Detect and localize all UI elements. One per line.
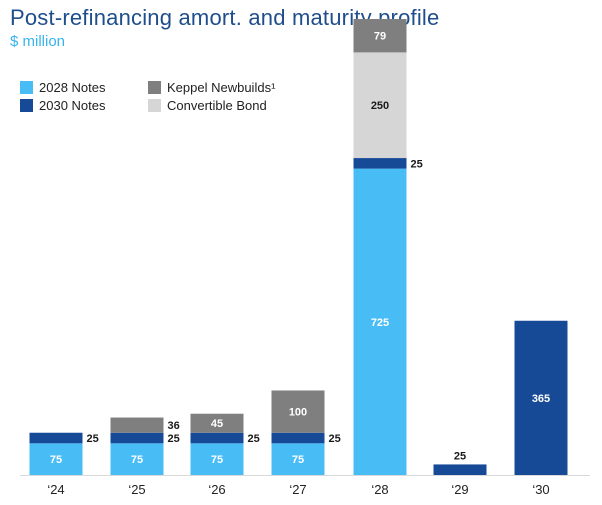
data-label: 36 <box>168 420 180 432</box>
legend-label-2030-notes: 2030 Notes <box>39 98 106 113</box>
data-label: 79 <box>374 31 386 43</box>
bar-segment-2030-notes-3 <box>271 432 325 444</box>
x-tick-label: ‘26 <box>208 482 225 497</box>
legend-swatch-convertible-bond <box>148 99 161 112</box>
bar-segment-2028-notes-4 <box>353 168 407 476</box>
legend-label-2028-notes: 2028 Notes <box>39 80 106 95</box>
bar-segment-2028-notes-0 <box>29 443 83 475</box>
data-label: 725 <box>371 317 389 329</box>
legend-label-convertible-bond: Convertible Bond <box>167 98 267 113</box>
bar-segment-2030-notes-1 <box>110 432 164 444</box>
bar-segment-2030-notes-0 <box>29 432 83 444</box>
data-label: 25 <box>168 433 180 445</box>
data-label: 25 <box>329 433 341 445</box>
x-tick-label: ‘27 <box>289 482 306 497</box>
legend-item-convertible-bond: Convertible Bond <box>148 98 267 113</box>
legend-item-2030-notes: 2030 Notes <box>20 98 106 113</box>
chart-subtitle: $ million <box>10 33 66 50</box>
data-label: 75 <box>292 454 304 466</box>
bar-segment-convertible-bond-4 <box>353 52 407 159</box>
bar-segment-2028-notes-3 <box>271 443 325 475</box>
data-label: 25 <box>248 433 260 445</box>
x-tick-label: ‘29 <box>451 482 468 497</box>
legend-swatch-2028-notes <box>20 81 33 94</box>
bar-segment-keppel-newbuilds-2 <box>190 413 244 433</box>
data-label: 100 <box>289 407 307 419</box>
legend-swatch-2030-notes <box>20 99 33 112</box>
bar-segment-keppel-newbuilds-3 <box>271 390 325 433</box>
bar-segment-2028-notes-1 <box>110 443 164 475</box>
data-label: 75 <box>50 454 62 466</box>
bar-segment-2030-notes-6 <box>514 320 568 475</box>
x-tick-label: ‘28 <box>371 482 388 497</box>
bar-segment-2030-notes-2 <box>190 432 244 444</box>
bar-segment-2028-notes-2 <box>190 443 244 475</box>
bar-segment-keppel-newbuilds-4 <box>353 19 407 53</box>
bar-segment-2030-notes-5 <box>433 464 487 475</box>
data-label: 75 <box>211 454 223 466</box>
legend-label-keppel-newbuilds: Keppel Newbuilds¹ <box>167 80 276 95</box>
x-tick-label: ‘24 <box>47 482 64 497</box>
data-label: 25 <box>454 450 466 462</box>
data-label: 365 <box>532 393 550 405</box>
data-label: 75 <box>131 454 143 466</box>
data-label: 25 <box>411 158 423 170</box>
bar-segment-2030-notes-4 <box>353 158 407 169</box>
data-label: 45 <box>211 418 223 430</box>
data-label: 250 <box>371 100 389 112</box>
x-tick-label: ‘30 <box>532 482 549 497</box>
legend-swatch-keppel-newbuilds <box>148 81 161 94</box>
x-tick-label: ‘25 <box>128 482 145 497</box>
data-label: 25 <box>87 433 99 445</box>
bar-segment-keppel-newbuilds-1 <box>110 417 164 433</box>
legend-item-2028-notes: 2028 Notes <box>20 80 106 95</box>
legend-item-keppel-newbuilds: Keppel Newbuilds¹ <box>148 80 275 95</box>
